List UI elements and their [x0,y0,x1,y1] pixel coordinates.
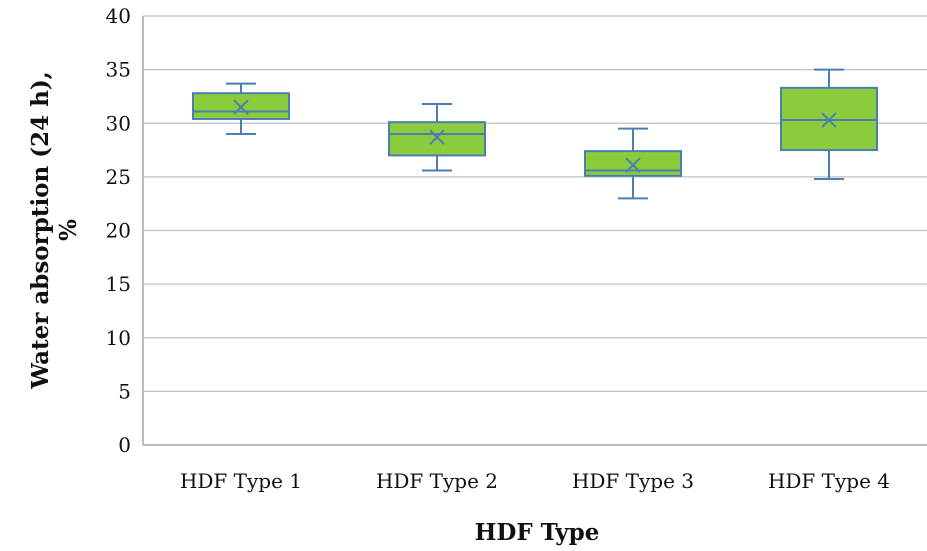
y-tick-labels: 0 5 10 15 20 25 30 35 40 [106,4,131,457]
x-tick-label: HDF Type 2 [376,469,498,493]
y-tick-label: 40 [106,4,131,28]
y-tick-label: 0 [118,433,131,457]
x-tick-label: HDF Type 4 [768,469,890,493]
y-tick-label: 10 [106,326,131,350]
box-group [388,102,486,172]
x-tick-labels: HDF Type 1 HDF Type 2 HDF Type 3 HDF Type 4 [180,469,890,493]
y-tick-label: 20 [106,219,131,243]
y-axis-title-line-2: % [55,219,82,241]
mean-marker [625,157,641,173]
box-iqr [584,150,682,177]
y-axis-title-line-1: Water absorption (24 h), [27,71,54,390]
y-tick-label: 25 [106,165,131,189]
y-tick-label: 35 [106,58,131,82]
x-axis-title: HDF Type [475,519,600,546]
x-tick-label: HDF Type 3 [572,469,694,493]
box-group [584,127,682,200]
mean-marker [233,99,249,115]
x-tick-label: HDF Type 1 [180,469,302,493]
mean-marker [821,112,837,128]
box-group [780,68,878,181]
box-series [192,68,878,200]
box-iqr [388,121,486,157]
mean-marker [429,129,445,145]
gridlines [143,15,927,392]
y-tick-label: 15 [106,272,131,296]
y-tick-label: 5 [118,379,131,403]
box-group [192,82,290,135]
y-tick-label: 30 [106,111,131,135]
